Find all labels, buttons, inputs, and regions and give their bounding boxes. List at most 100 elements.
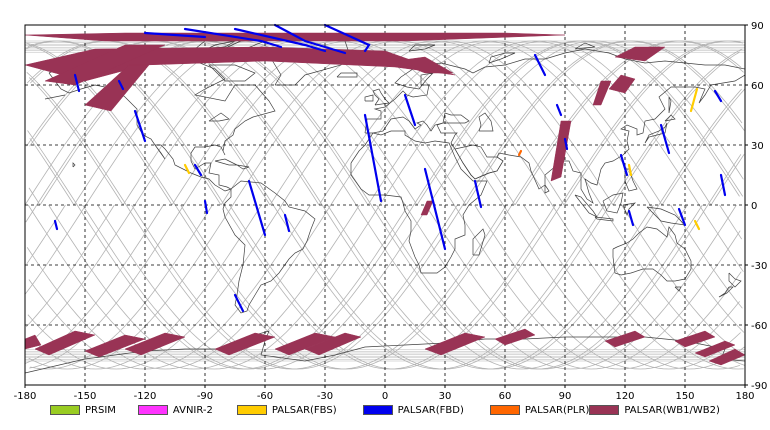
palsar-fbd-footprint	[233, 27, 327, 53]
x-tick-label: -60	[257, 391, 273, 402]
coastline	[612, 226, 692, 282]
coastline	[154, 144, 166, 160]
coastline	[208, 64, 256, 82]
legend-item: AVNIR-2	[137, 405, 213, 416]
orbit-track	[28, 40, 744, 370]
palsar-fbd-footprint	[183, 27, 283, 49]
palsar-fbd-footprint	[133, 109, 147, 143]
legend-swatch	[362, 405, 393, 415]
coastline	[674, 286, 682, 292]
palsar-fbd-footprint	[143, 31, 207, 39]
coastline	[602, 192, 624, 214]
coastline	[668, 96, 672, 114]
x-tick-label: -120	[134, 391, 157, 402]
y-tick-label: 60	[751, 81, 764, 92]
coastline	[364, 48, 746, 204]
palsar-wb-footprint	[608, 74, 636, 94]
coastline	[644, 122, 668, 144]
palsar-wb-footprint	[84, 334, 146, 358]
orbit-track	[30, 40, 745, 370]
x-tick-label: -90	[197, 391, 213, 402]
orbit-track	[28, 40, 744, 370]
y-tick-label: -90	[751, 381, 767, 392]
palsar-wb-footprint	[694, 340, 736, 358]
coastline	[350, 130, 488, 274]
palsar-fbd-footprint	[713, 89, 723, 103]
coastline	[574, 194, 599, 218]
coastline	[72, 162, 76, 168]
palsar-fbs-footprint	[627, 163, 633, 177]
coastline	[594, 216, 614, 222]
palsar-fbd-footprint	[323, 23, 371, 53]
x-tick-label: 180	[735, 391, 754, 402]
legend: PRSIM AVNIR-2 PALSAR(FBS) PALSAR(FBD) PALSAR…	[50, 403, 720, 417]
palsar-fbd-footprint	[233, 293, 245, 313]
y-tick-label: 0	[751, 201, 757, 212]
palsar-wb-footprint	[592, 80, 612, 106]
palsar-fbd-footprint	[627, 209, 635, 227]
palsar-wb-footprint	[674, 330, 716, 348]
longitude-ticks: -180 -150 -120 -90 -60 -30 0 30 60 90 120 150 180	[14, 385, 755, 402]
palsar-fbd-footprint	[193, 163, 203, 177]
palsar-fbs-footprint	[693, 219, 701, 231]
palsar-wb-footprint	[34, 330, 96, 356]
orbit-track	[27, 40, 743, 370]
x-tick-label: -180	[14, 391, 37, 402]
legend-item: PALSAR(PLR)	[489, 404, 590, 416]
coastline	[622, 202, 637, 217]
palsar-plr-footprint	[517, 149, 523, 157]
palsar-wb-footprint	[214, 332, 276, 356]
coastline	[236, 164, 250, 170]
legend-item: PALSAR(FBS)	[236, 404, 337, 416]
palsar-wb-footprint	[304, 332, 362, 356]
palsar-fbd-footprint	[247, 179, 267, 237]
legend-label: PRSIM	[85, 404, 116, 416]
y-tick-label: -60	[751, 321, 767, 332]
palsar-fbd-footprint	[363, 113, 383, 203]
orbit-track	[27, 40, 743, 370]
palsar-fbd-footprint	[473, 179, 483, 209]
palsar-fbd-footprint	[677, 207, 687, 227]
orbit-track	[26, 40, 743, 370]
latitude-ticks: 90 60 30 0 -30 -60 -90	[745, 21, 767, 392]
x-tick-label: -30	[317, 391, 333, 402]
scene-footprints	[24, 23, 746, 366]
palsar-fbd-footprint	[563, 137, 569, 151]
coastline	[44, 94, 66, 100]
palsar-fbd-footprint	[423, 167, 447, 251]
coastline	[472, 228, 486, 256]
legend-swatch	[137, 405, 168, 415]
palsar-wb-footprint	[124, 332, 186, 356]
coastline	[664, 114, 676, 122]
legend-label: PALSAR(FBS)	[271, 404, 337, 416]
palsar-wb-footprint	[550, 120, 572, 182]
coastline	[478, 112, 494, 132]
coastline	[574, 42, 596, 50]
x-tick-label: 120	[615, 391, 634, 402]
legend-item: PRSIM	[50, 405, 116, 416]
palsar-fbd-footprint	[273, 23, 347, 55]
palsar-fbd-footprint	[73, 73, 81, 93]
legend-label: PALSAR(WB1/WB2)	[624, 404, 720, 416]
palsar-wb-footprint	[604, 330, 646, 348]
palsar-fbd-footprint	[117, 79, 125, 91]
orbit-track	[29, 40, 744, 370]
x-tick-label: 150	[675, 391, 694, 402]
orbit-track	[26, 40, 742, 370]
orbit-track	[26, 40, 742, 370]
palsar-wb-footprint	[394, 56, 454, 74]
coastline	[364, 94, 374, 102]
x-tick-label: 0	[382, 391, 388, 402]
palsar-fbd-footprint	[203, 199, 209, 215]
palsar-fbd-footprint	[533, 53, 547, 77]
x-tick-label: 30	[439, 391, 452, 402]
legend-label: PALSAR(PLR)	[524, 404, 590, 416]
palsar-fbd-footprint	[659, 123, 671, 155]
coastline	[728, 272, 742, 288]
palsar-fbs-footprint	[183, 163, 191, 175]
x-tick-label: 90	[559, 391, 572, 402]
coastline	[336, 72, 358, 78]
x-tick-label: -150	[74, 391, 97, 402]
orbit-track	[25, 40, 741, 370]
